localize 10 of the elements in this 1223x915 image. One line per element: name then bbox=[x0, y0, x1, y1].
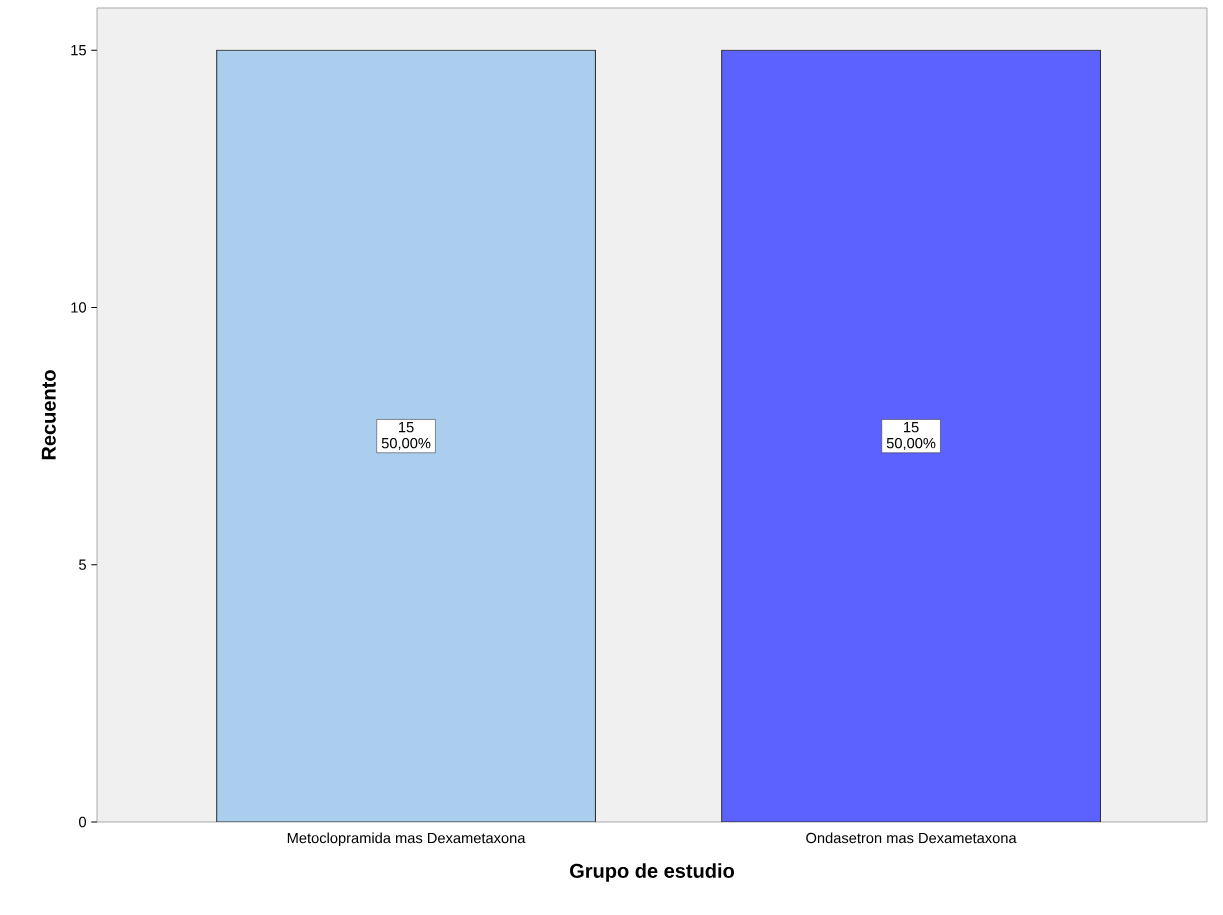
y-tick-label: 15 bbox=[71, 45, 86, 56]
x-axis-title: Grupo de estudio bbox=[570, 863, 735, 882]
data-label: 15 50,00% bbox=[381, 422, 431, 451]
x-tick-label: Ondasetron mas Dexametaxona bbox=[806, 832, 1017, 844]
y-axis-title: Recuento bbox=[41, 370, 56, 460]
data-label: 15 50,00% bbox=[886, 422, 936, 451]
y-tick-label: 10 bbox=[71, 302, 87, 313]
y-tick-label: 5 bbox=[79, 559, 86, 570]
x-tick-label: Metoclopramida mas Dexametaxona bbox=[287, 832, 526, 847]
y-tick-label: 0 bbox=[79, 816, 87, 828]
